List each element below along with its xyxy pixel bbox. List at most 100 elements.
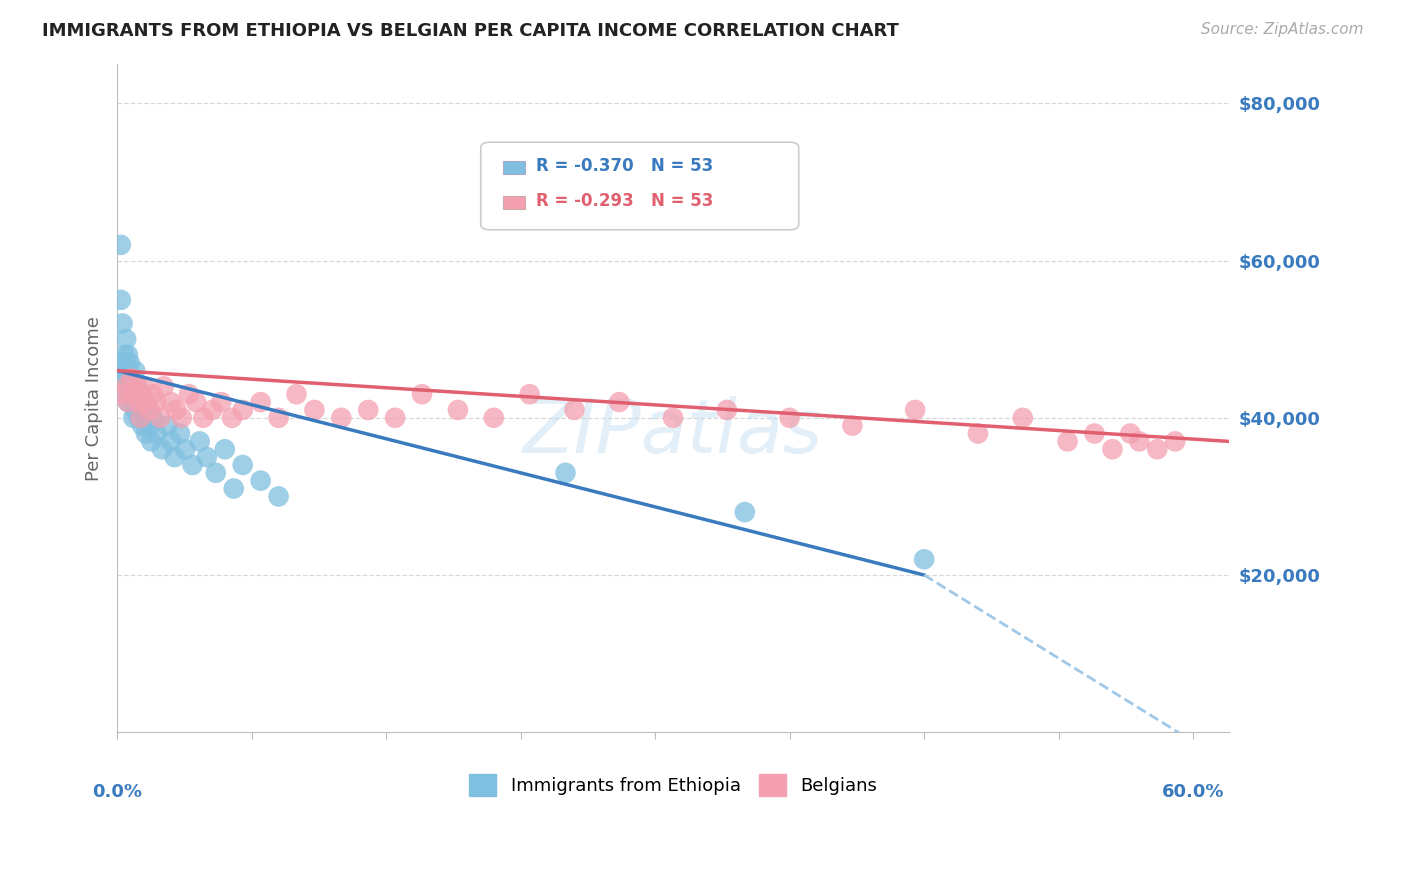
Point [181,458,204,472]
Point [138,418,160,433]
Point [330,410,353,425]
Point [111,317,134,331]
Point [221,410,243,425]
Point [115,379,138,393]
Point [177,387,200,401]
Point [124,387,146,401]
Point [214,442,236,457]
Point [662,410,685,425]
Point [112,348,135,362]
Point [304,403,326,417]
Point [117,395,139,409]
Point [174,442,197,457]
Point [125,379,148,393]
Point [122,379,145,393]
Point [967,426,990,441]
Point [163,450,186,464]
Point [160,395,183,409]
Text: IMMIGRANTS FROM ETHIOPIA VS BELGIAN PER CAPITA INCOME CORRELATION CHART: IMMIGRANTS FROM ETHIOPIA VS BELGIAN PER … [42,22,898,40]
Point [149,410,172,425]
Point [132,379,155,393]
Point [128,410,150,425]
Point [267,410,290,425]
Text: R = -0.370   N = 53: R = -0.370 N = 53 [536,157,714,176]
Point [135,395,157,409]
Point [165,403,187,417]
Point [145,395,167,409]
Point [193,410,215,425]
Point [912,552,935,566]
Point [184,395,207,409]
Point [249,474,271,488]
Point [124,364,146,378]
Point [1083,426,1105,441]
Point [841,418,863,433]
FancyBboxPatch shape [503,161,526,174]
Point [285,387,308,401]
Point [108,364,131,378]
Point [138,403,160,417]
Point [411,387,433,401]
Point [110,238,132,252]
Point [110,293,132,307]
Point [117,395,139,409]
Point [201,403,224,417]
Point [188,434,211,449]
Point [131,418,153,433]
Point [121,371,143,385]
Point [142,387,165,401]
Point [132,395,155,409]
Text: 0.0%: 0.0% [93,783,142,801]
Text: Source: ZipAtlas.com: Source: ZipAtlas.com [1201,22,1364,37]
Point [142,410,165,425]
Point [117,348,139,362]
Point [124,403,146,417]
Point [118,356,141,370]
Text: 60.0%: 60.0% [1161,783,1225,801]
Point [150,442,173,457]
Point [129,403,152,417]
Point [141,434,163,449]
Point [716,403,738,417]
Point [249,395,271,409]
Point [131,387,153,401]
Point [121,371,143,385]
Point [779,410,801,425]
Point [129,410,152,425]
Point [195,450,218,464]
Point [112,379,135,393]
Point [734,505,756,519]
Point [209,395,232,409]
Point [115,387,138,401]
Point [121,387,143,401]
Point [357,403,380,417]
FancyBboxPatch shape [503,195,526,209]
Point [122,410,145,425]
Point [447,403,470,417]
Point [115,371,138,385]
Point [170,410,193,425]
Point [1128,434,1150,449]
Point [1011,410,1033,425]
Point [125,395,148,409]
Point [135,426,157,441]
Point [232,458,254,472]
Point [1056,434,1078,449]
Legend: Immigrants from Ethiopia, Belgians: Immigrants from Ethiopia, Belgians [461,767,884,804]
Point [117,364,139,378]
Text: ZIPatlas: ZIPatlas [523,395,823,467]
Point [384,410,406,425]
Point [232,403,254,417]
Point [128,387,150,401]
Point [554,466,576,480]
Point [128,395,150,409]
Point [125,379,148,393]
Point [111,387,134,401]
Point [904,403,927,417]
Point [482,410,505,425]
Point [519,387,541,401]
Point [169,426,191,441]
Point [153,379,176,393]
Y-axis label: Per Capita Income: Per Capita Income [86,316,103,481]
Point [136,403,159,417]
